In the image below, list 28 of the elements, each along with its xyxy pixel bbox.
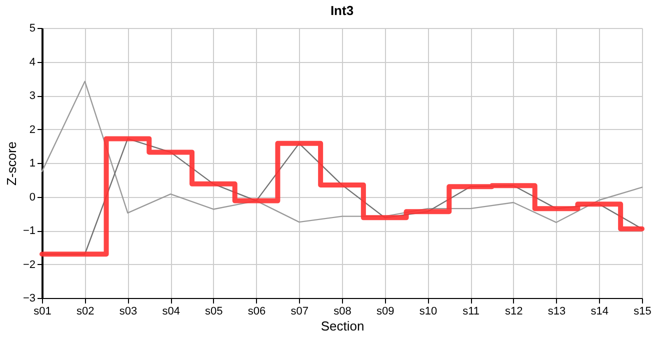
y-axis-title: Z-score [4,141,19,186]
x-tick-label: s09 [376,306,394,318]
x-tick-label: s01 [34,306,52,318]
x-tick-label: s02 [76,306,94,318]
x-tick-label: s15 [634,306,652,318]
y-tick-label: 5 [29,22,36,34]
x-tick-label: s07 [290,306,309,318]
line-series [41,80,643,223]
x-tick-label: s12 [505,306,523,318]
x-tick-label: s13 [548,306,566,318]
y-tick-label: 3 [29,90,36,102]
y-tick-label: −1 [22,225,36,237]
x-axis-title: Section [320,318,364,334]
y-tick-label: 4 [29,56,36,68]
x-tick-label: s11 [462,306,480,318]
chart-title: Int3 [330,3,354,18]
y-tick-label: −2 [22,258,36,271]
x-tick-label: s04 [162,306,180,318]
x-tick-label: s06 [248,306,266,318]
x-tick-label: s05 [205,306,223,318]
x-tick-label: s14 [590,306,609,318]
x-tick-label: s03 [119,306,138,318]
y-tick-label: −3 [22,292,36,304]
x-tick-label: s10 [419,306,438,318]
y-tick-label: 1 [29,158,36,170]
y-tick-label: 0 [29,191,36,204]
y-tick-label: 2 [29,124,36,136]
x-tick-label: s08 [334,306,352,318]
